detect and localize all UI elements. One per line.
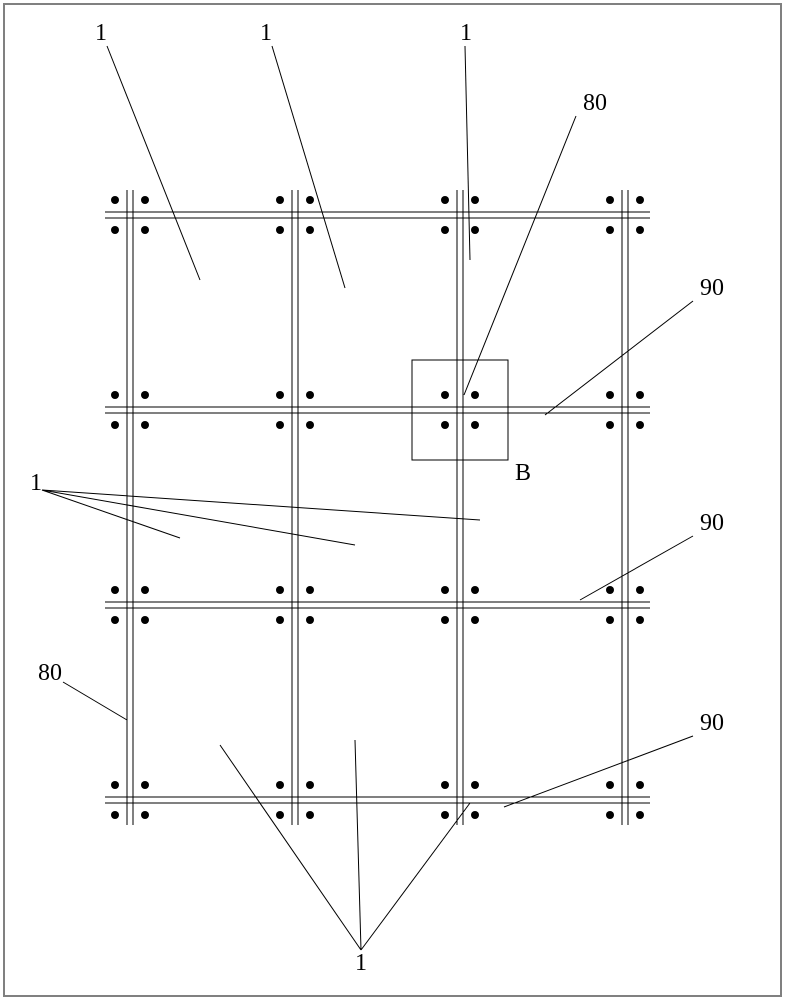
leader-line — [545, 301, 693, 415]
connector-dot — [441, 391, 449, 399]
leader-line — [464, 116, 576, 395]
connector-dot — [441, 196, 449, 204]
connector-dot — [306, 616, 314, 624]
connector-dot — [441, 781, 449, 789]
connector-dot — [111, 226, 119, 234]
connector-dot — [606, 586, 614, 594]
connector-dot — [471, 196, 479, 204]
leader-line — [42, 490, 355, 545]
connector-dot — [111, 616, 119, 624]
connector-dot — [636, 586, 644, 594]
reference-label: 90 — [700, 275, 724, 301]
connector-dot — [606, 421, 614, 429]
connector-dot — [276, 391, 284, 399]
connector-dot — [141, 586, 149, 594]
connector-dot — [471, 616, 479, 624]
connector-dot — [141, 226, 149, 234]
connector-dot — [606, 616, 614, 624]
connector-dot — [306, 421, 314, 429]
connector-dot — [111, 391, 119, 399]
reference-label: 90 — [700, 510, 724, 536]
connector-dot — [276, 196, 284, 204]
connector-dot — [306, 811, 314, 819]
connector-dot — [441, 586, 449, 594]
connector-dot — [141, 616, 149, 624]
connector-dot — [471, 811, 479, 819]
detail-callout-label: B — [515, 460, 531, 486]
leader-line — [63, 682, 127, 720]
connector-dot — [111, 421, 119, 429]
connector-dot — [636, 616, 644, 624]
connector-dot — [471, 586, 479, 594]
reference-label: 1 — [30, 470, 42, 496]
leader-line — [355, 740, 361, 950]
connector-dot — [471, 391, 479, 399]
leader-line — [361, 803, 470, 950]
leader-line — [42, 490, 480, 520]
connector-dot — [306, 391, 314, 399]
connector-dot — [471, 226, 479, 234]
connector-dot — [141, 781, 149, 789]
connector-dot — [636, 391, 644, 399]
connector-dot — [471, 421, 479, 429]
leader-line — [107, 46, 200, 280]
leader-line — [504, 736, 693, 807]
connector-dot — [306, 586, 314, 594]
connector-dot — [111, 811, 119, 819]
connector-dot — [636, 196, 644, 204]
leader-line — [465, 46, 470, 260]
connector-dot — [441, 226, 449, 234]
connector-dot — [141, 196, 149, 204]
reference-label: 1 — [260, 20, 272, 46]
connector-dot — [111, 586, 119, 594]
reference-label: 1 — [355, 950, 367, 976]
detail-callout-box — [412, 360, 508, 460]
connector-dot — [306, 226, 314, 234]
leader-line — [220, 745, 361, 950]
connector-dot — [276, 586, 284, 594]
connector-dot — [276, 616, 284, 624]
reference-label: 1 — [460, 20, 472, 46]
leader-line — [42, 490, 180, 538]
connector-dot — [306, 781, 314, 789]
connector-dot — [636, 811, 644, 819]
connector-dot — [636, 781, 644, 789]
connector-dot — [636, 421, 644, 429]
reference-label: 80 — [38, 660, 62, 686]
leader-line — [272, 46, 345, 288]
connector-dot — [141, 811, 149, 819]
reference-label: 1 — [95, 20, 107, 46]
connector-dot — [276, 226, 284, 234]
connector-dot — [636, 226, 644, 234]
connector-dot — [276, 811, 284, 819]
connector-dot — [606, 391, 614, 399]
connector-dot — [606, 811, 614, 819]
figure-border — [4, 4, 781, 996]
connector-dot — [441, 616, 449, 624]
connector-dot — [471, 781, 479, 789]
connector-dot — [441, 421, 449, 429]
connector-dot — [276, 781, 284, 789]
connector-dot — [441, 811, 449, 819]
connector-dot — [141, 421, 149, 429]
connector-dot — [306, 196, 314, 204]
connector-dot — [606, 781, 614, 789]
connector-dot — [111, 196, 119, 204]
connector-dot — [276, 421, 284, 429]
reference-label: 80 — [583, 90, 607, 116]
connector-dot — [606, 196, 614, 204]
connector-dot — [111, 781, 119, 789]
connector-dot — [141, 391, 149, 399]
connector-dot — [606, 226, 614, 234]
reference-label: 90 — [700, 710, 724, 736]
